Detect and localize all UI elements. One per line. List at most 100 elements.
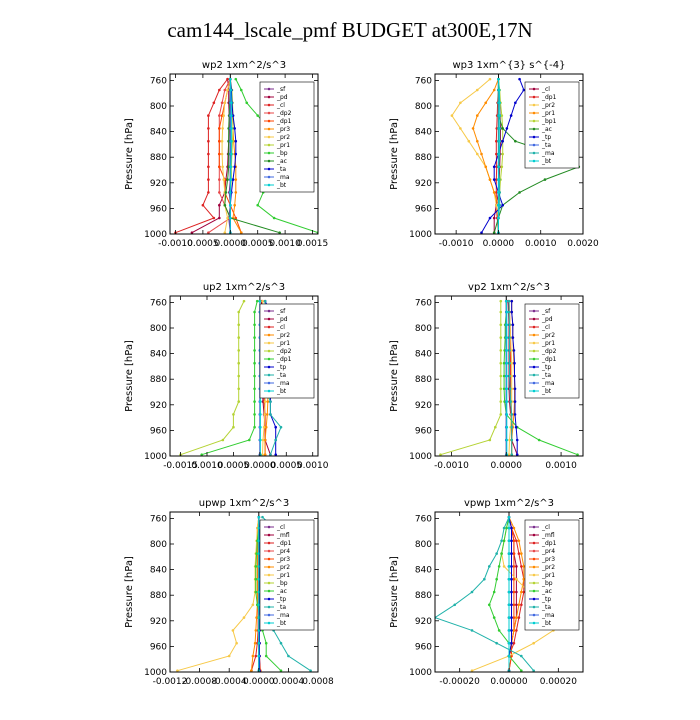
data-point (257, 603, 261, 607)
legend-marker (267, 365, 271, 369)
legend-marker (267, 613, 271, 617)
data-point (507, 590, 511, 594)
data-point (510, 590, 513, 594)
legend-label: _cl (276, 524, 285, 531)
data-point (470, 669, 474, 672)
data-point (250, 669, 253, 672)
data-point (512, 641, 516, 645)
legend-label: _tp (541, 364, 551, 371)
y-tick-label: 960 (415, 642, 432, 652)
data-point (492, 178, 496, 181)
data-point (480, 231, 483, 234)
data-point (499, 413, 503, 416)
data-point (495, 178, 498, 181)
data-point (259, 425, 262, 429)
legend-label: _bt (541, 620, 552, 627)
data-point (510, 425, 514, 429)
data-point (222, 114, 226, 117)
data-point (226, 77, 229, 81)
data-point (508, 387, 512, 391)
legend-label: _ta (541, 604, 551, 611)
data-point (257, 590, 261, 594)
y-axis-label: Pressure [hPa] (124, 340, 135, 412)
chart-panel-vpwp: vpwp 1xm^2/s^3 Pressure [hPa] 760 800 840 880… (375, 490, 700, 720)
data-point (520, 552, 523, 555)
data-point (499, 387, 503, 391)
legend-label: _bp (276, 150, 288, 157)
x-tick-label: -0.0012 (153, 677, 188, 687)
data-point (512, 629, 516, 632)
x-tick-label: -0.0004 (212, 677, 247, 687)
data-point (261, 438, 265, 442)
data-point (515, 629, 518, 632)
x-tick-label: -0.0010 (158, 239, 193, 249)
data-point (230, 152, 233, 156)
data-point (483, 577, 486, 581)
legend-label: _cl (541, 86, 550, 93)
data-point (505, 127, 509, 130)
data-point (499, 299, 503, 303)
data-point (228, 77, 232, 81)
legend-marker (532, 373, 536, 377)
legend-label: _dp2 (276, 348, 292, 355)
data-point (261, 453, 264, 456)
data-point (279, 425, 283, 429)
legend-marker (532, 349, 536, 353)
legend-label: _dp1 (541, 356, 557, 363)
data-point (278, 231, 281, 234)
data-point (207, 165, 210, 169)
data-point (510, 641, 513, 645)
legend-marker (532, 613, 536, 617)
chart-title: wp2 1xm^2/s^3 (202, 60, 286, 71)
data-point (257, 629, 261, 632)
data-point (261, 515, 264, 519)
data-point (231, 629, 235, 632)
legend-marker (267, 573, 271, 577)
data-point (502, 565, 506, 568)
data-point (502, 387, 506, 391)
data-point (475, 139, 479, 143)
data-point (226, 178, 229, 181)
data-point (230, 114, 233, 117)
data-point (510, 438, 514, 442)
data-point (257, 515, 261, 519)
data-point (497, 152, 501, 156)
y-axis-label: Pressure [hPa] (389, 340, 400, 412)
x-tick-label: 0.0000 (483, 239, 515, 249)
data-point (253, 336, 256, 339)
data-point (492, 231, 496, 234)
legend-marker (532, 317, 536, 321)
legend-label: _ma (276, 380, 290, 387)
legend-marker (532, 597, 536, 601)
data-point (259, 438, 262, 442)
legend-label: _pd (276, 316, 288, 323)
series-group (450, 77, 581, 234)
series-group (435, 515, 565, 672)
data-point (259, 400, 262, 403)
y-axis-label: Pressure [hPa] (389, 556, 400, 628)
data-point (510, 603, 513, 607)
data-point (495, 203, 498, 207)
y-tick-label: 880 (415, 375, 432, 385)
legend-marker (532, 103, 536, 107)
legend-marker (532, 565, 536, 569)
data-point (497, 165, 501, 169)
y-tick-label: 960 (150, 642, 167, 652)
legend-label: _ma (541, 380, 555, 387)
data-point (218, 127, 221, 130)
data-point (229, 178, 233, 181)
legend-label: _sf (276, 308, 286, 315)
data-point (510, 374, 514, 378)
legend-marker (267, 111, 271, 115)
legend-label: _sf (276, 86, 286, 93)
data-point (510, 453, 514, 456)
data-point (492, 191, 496, 194)
data-point (505, 349, 509, 352)
data-point (223, 231, 227, 234)
data-point (475, 88, 479, 92)
legend-label: _dp2 (276, 110, 292, 117)
data-point (226, 88, 229, 92)
data-point (517, 539, 521, 543)
data-point (515, 616, 518, 619)
legend-label: _pr3 (276, 126, 290, 133)
